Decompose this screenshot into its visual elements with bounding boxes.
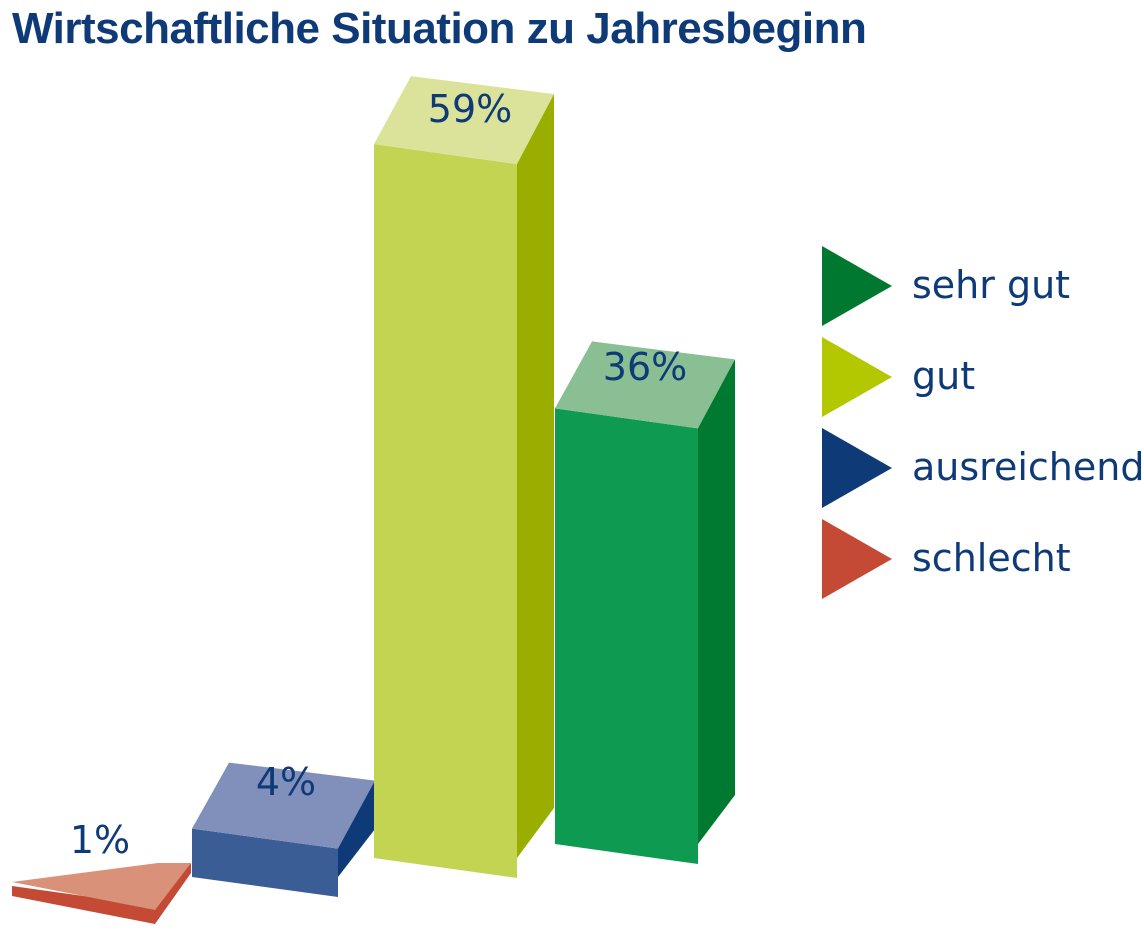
legend-label: gut (912, 354, 975, 398)
value-labels-group: 1% 4% 59% 36% (70, 87, 687, 862)
bar-top-face (555, 341, 735, 429)
bar-gut (374, 76, 554, 879)
bar-sehr-gut (555, 341, 735, 864)
bar-top-face (12, 863, 191, 910)
legend-marker-icon (822, 246, 892, 326)
legend-label: ausreichend (912, 445, 1144, 489)
bar-front-face (374, 144, 517, 879)
bar-side-face (698, 359, 735, 844)
legend-item-schlecht: schlecht (822, 519, 1071, 599)
legend-label: sehr gut (912, 263, 1070, 307)
legend-marker-icon (822, 428, 892, 508)
value-label-sehr-gut: 36% (603, 345, 687, 389)
legend-item-ausreichend: ausreichend (822, 428, 1144, 508)
chart-title: Wirtschaftliche Situation zu Jahresbegin… (12, 4, 867, 53)
bar-front-face (192, 828, 338, 897)
bar-side-face (517, 94, 554, 859)
value-label-ausreichend: 4% (256, 760, 316, 804)
bar-front-face (555, 408, 698, 864)
bar-schlecht (12, 863, 191, 924)
legend-label: schlecht (912, 536, 1071, 580)
legend-marker-icon (822, 519, 892, 599)
value-label-gut: 59% (428, 87, 512, 131)
legend: sehr gut gut ausreichend schlecht (822, 246, 1144, 599)
legend-item-sehr-gut: sehr gut (822, 246, 1070, 326)
bar-ausreichend (192, 762, 375, 897)
value-label-schlecht: 1% (70, 818, 130, 862)
legend-marker-icon (822, 337, 892, 417)
bar-top-face (192, 762, 375, 849)
bars-group (12, 76, 735, 924)
bar-side-face (12, 863, 191, 924)
bar-top-face (374, 76, 554, 165)
legend-item-gut: gut (822, 337, 975, 417)
bar-side-face (338, 780, 375, 877)
